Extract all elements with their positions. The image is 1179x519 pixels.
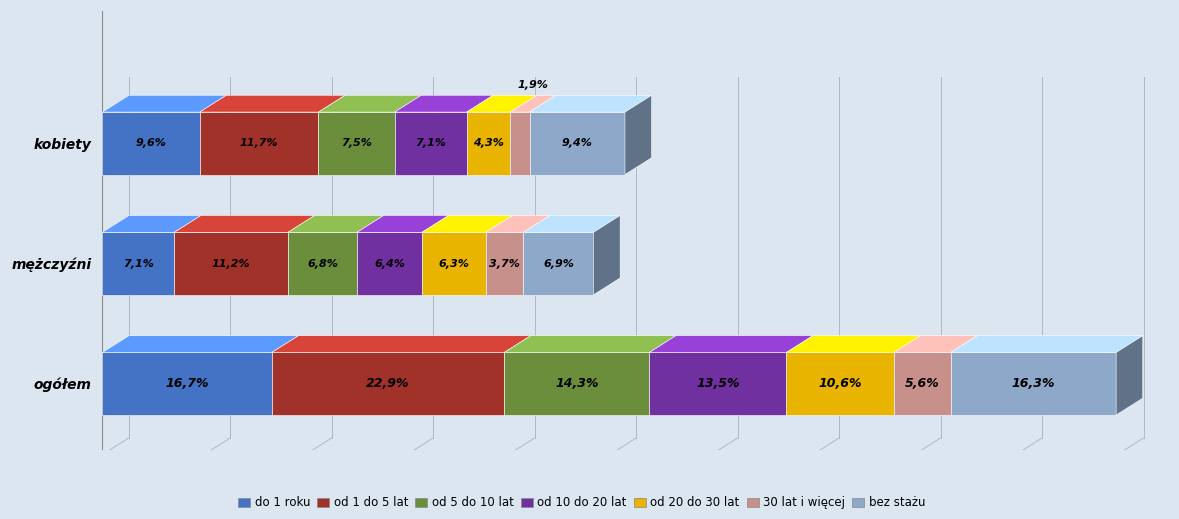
- Polygon shape: [103, 233, 174, 295]
- Polygon shape: [272, 352, 505, 415]
- Polygon shape: [422, 215, 513, 233]
- Polygon shape: [650, 352, 786, 415]
- Text: 7,1%: 7,1%: [123, 258, 153, 268]
- Polygon shape: [318, 95, 421, 112]
- Polygon shape: [894, 352, 950, 415]
- Polygon shape: [103, 352, 272, 415]
- Polygon shape: [288, 215, 383, 233]
- Polygon shape: [103, 215, 202, 233]
- Polygon shape: [786, 352, 894, 415]
- Text: 7,5%: 7,5%: [341, 139, 373, 148]
- Polygon shape: [625, 95, 652, 174]
- Polygon shape: [174, 233, 288, 295]
- Text: 9,4%: 9,4%: [562, 139, 593, 148]
- Polygon shape: [511, 95, 556, 112]
- Polygon shape: [199, 95, 345, 112]
- Text: 14,3%: 14,3%: [555, 377, 599, 390]
- Polygon shape: [357, 215, 449, 233]
- Polygon shape: [174, 215, 315, 233]
- Text: 13,5%: 13,5%: [696, 377, 739, 390]
- Polygon shape: [786, 336, 921, 352]
- Text: 7,1%: 7,1%: [415, 139, 446, 148]
- Polygon shape: [511, 112, 529, 174]
- Polygon shape: [103, 112, 199, 174]
- Text: 16,7%: 16,7%: [165, 377, 209, 390]
- Polygon shape: [529, 95, 652, 112]
- Legend: do 1 roku, od 1 do 5 lat, od 5 do 10 lat, od 10 do 20 lat, od 20 do 30 lat, 30 l: do 1 roku, od 1 do 5 lat, od 5 do 10 lat…: [233, 491, 930, 514]
- Text: 4,3%: 4,3%: [473, 139, 503, 148]
- Polygon shape: [1117, 336, 1142, 415]
- Polygon shape: [950, 352, 1117, 415]
- Text: 5,6%: 5,6%: [905, 377, 940, 390]
- Polygon shape: [505, 336, 676, 352]
- Text: 3,7%: 3,7%: [489, 258, 520, 268]
- Text: 11,2%: 11,2%: [212, 258, 251, 268]
- Text: 6,3%: 6,3%: [439, 258, 469, 268]
- Text: 1,9%: 1,9%: [518, 80, 548, 90]
- Polygon shape: [467, 95, 536, 112]
- Polygon shape: [395, 112, 467, 174]
- Polygon shape: [288, 233, 357, 295]
- Polygon shape: [272, 336, 531, 352]
- Polygon shape: [103, 336, 298, 352]
- Text: 6,4%: 6,4%: [374, 258, 404, 268]
- Text: 22,9%: 22,9%: [367, 377, 410, 390]
- Polygon shape: [199, 112, 318, 174]
- Polygon shape: [486, 233, 523, 295]
- Polygon shape: [894, 336, 977, 352]
- Polygon shape: [650, 336, 814, 352]
- Polygon shape: [357, 233, 422, 295]
- Polygon shape: [523, 215, 620, 233]
- Text: 16,3%: 16,3%: [1012, 377, 1055, 390]
- Text: 10,6%: 10,6%: [818, 377, 862, 390]
- Polygon shape: [523, 233, 593, 295]
- Text: 6,8%: 6,8%: [307, 258, 338, 268]
- Polygon shape: [593, 215, 620, 295]
- Polygon shape: [529, 112, 625, 174]
- Polygon shape: [950, 336, 1142, 352]
- Text: 9,6%: 9,6%: [136, 139, 166, 148]
- Polygon shape: [486, 215, 551, 233]
- Text: 11,7%: 11,7%: [239, 139, 278, 148]
- Polygon shape: [395, 95, 493, 112]
- Polygon shape: [467, 112, 511, 174]
- Text: 6,9%: 6,9%: [544, 258, 574, 268]
- Polygon shape: [505, 352, 650, 415]
- Polygon shape: [318, 112, 395, 174]
- Polygon shape: [103, 95, 226, 112]
- Polygon shape: [422, 233, 486, 295]
